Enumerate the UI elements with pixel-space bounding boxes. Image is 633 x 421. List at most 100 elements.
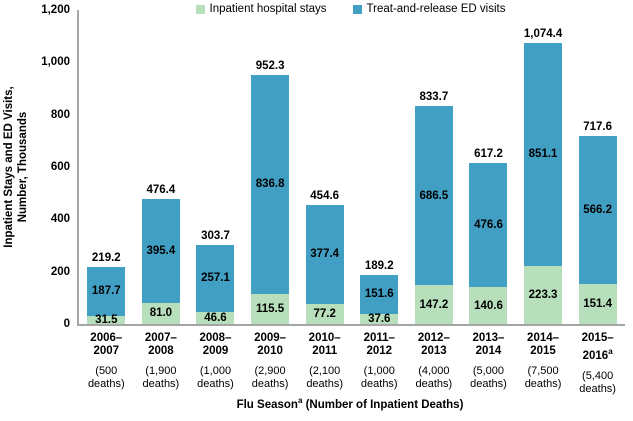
season-label: 2015– 2016a: [581, 332, 614, 362]
legend-label: Treat-and-release ED visits: [366, 3, 506, 15]
bar-segment-ed-visits: 395.4: [141, 199, 180, 303]
bar-segment-value: 147.2: [419, 298, 449, 311]
season-label: 2013– 2014: [472, 332, 505, 357]
y-tick-label: 1,200: [41, 4, 70, 16]
deaths-label: (2,900 deaths): [251, 365, 289, 390]
season-label: 2010– 2011: [308, 332, 341, 357]
deaths-label: (500 deaths): [87, 365, 125, 390]
bar-total-value: 454.6: [310, 190, 340, 203]
y-tick-label: 200: [50, 265, 70, 278]
x-category-label: 2012– 2013 (4,000 deaths): [407, 332, 462, 396]
bar-segment-value: 476.6: [474, 218, 503, 231]
bar-segment-value: 115.5: [256, 302, 285, 315]
bar-segment-value: 151.4: [583, 298, 613, 311]
bar-segment-value: 187.7: [91, 285, 121, 298]
legend-item: Treat-and-release ED visits: [352, 3, 506, 15]
bar-group: 219.2 187.7 31.5: [79, 251, 134, 326]
bar-segment-ed-visits: 686.5: [414, 105, 453, 286]
bar-segment-value: 46.6: [204, 311, 227, 324]
season-label: 2007– 2008: [144, 332, 177, 357]
bar-total-value: 219.2: [91, 251, 121, 264]
bar-total-value: 717.6: [583, 121, 613, 134]
stacked-bar: 717.6 566.2 151.4: [578, 121, 617, 324]
x-category-label: 2011– 2012 (1,000 deaths): [352, 332, 407, 396]
bar-group: 833.7 686.5 147.2: [407, 91, 462, 324]
legend-item: Inpatient hospital stays: [195, 3, 327, 15]
bar-total-value: 617.2: [474, 147, 503, 160]
bar-segment-value: 851.1: [528, 148, 558, 161]
x-category-label: 2010– 2011 (2,100 deaths): [297, 332, 352, 396]
bar-segment-value: 37.6: [368, 313, 391, 326]
season-label: 2009– 2010: [254, 332, 287, 357]
x-axis-labels: 2006– 2007 (500 deaths) 2007– 2008 (1,900 death…: [79, 332, 625, 396]
stacked-bar: 454.6 377.4 77.2: [305, 190, 344, 324]
season-superscript: a: [608, 347, 613, 356]
bar-segment-value: 81.0: [149, 307, 173, 320]
bar-segment-ed-visits: 377.4: [305, 205, 344, 304]
x-axis-title-superscript: a: [297, 396, 303, 405]
x-category-label: 2015– 2016a (5,400 deaths): [570, 332, 625, 396]
bar-segment-value: 31.5: [95, 313, 118, 326]
y-tick-label: 800: [50, 108, 70, 121]
stacked-bar: 476.4 395.4 81.0: [141, 184, 180, 324]
bar-total-value: 189.2: [364, 259, 394, 272]
bars-container: 219.2 187.7 31.5 476.4 395.4 81.0 303.7 257.1 46…: [79, 10, 625, 326]
bar-segment-inpatient: 115.5: [251, 293, 290, 324]
y-tick-label: 0: [63, 318, 70, 330]
x-axis-title-rest: (Number of Inpatient Deaths): [302, 398, 464, 411]
bar-total-value: 1,074.4: [523, 27, 563, 40]
bar-group: 303.7 257.1 46.6: [188, 230, 243, 324]
bar-segment-ed-visits: 151.6: [360, 274, 399, 315]
y-tick-label: 600: [50, 161, 70, 173]
stacked-bar: 1,074.4 851.1 223.3: [524, 28, 562, 324]
y-tick-label: 400: [50, 213, 70, 226]
season-label: 2012– 2013: [417, 332, 450, 357]
bar-segment-ed-visits: 187.7: [87, 266, 126, 316]
x-category-label: 2014– 2015 (7,500 deaths): [516, 332, 571, 396]
plot-area: 219.2 187.7 31.5 476.4 395.4 81.0 303.7 257.1 46…: [41, 4, 625, 330]
x-category-label: 2008– 2009 (1,000 deaths): [188, 332, 243, 396]
bar-segment-inpatient: 223.3: [524, 265, 563, 324]
deaths-label: (7,500 deaths): [524, 365, 562, 390]
stacked-bar: 617.2 476.6 140.6: [469, 147, 508, 324]
bar-segment-value: 377.4: [310, 248, 340, 261]
deaths-label: (5,400 deaths): [579, 369, 616, 395]
x-axis-title: Flu Seasona (Number of Inpatient Deaths): [77, 396, 623, 411]
bar-segment-inpatient: 77.2: [305, 303, 344, 324]
bar-total-value: 952.3: [255, 59, 285, 72]
chart-legend: Inpatient hospital stays Treat-and-releas…: [77, 3, 624, 15]
x-category-label: 2013– 2014 (5,000 deaths): [461, 332, 516, 396]
bar-group: 189.2 151.6 37.6: [352, 259, 407, 326]
bar-segment-inpatient: 140.6: [469, 287, 508, 324]
bar-segment-inpatient: 151.4: [578, 284, 617, 324]
stacked-bar: 303.7 257.1 46.6: [196, 229, 235, 324]
season-label: 2014– 2015: [527, 332, 560, 357]
bar-segment-inpatient: 31.5: [87, 313, 126, 326]
bar-segment-value: 395.4: [146, 245, 176, 258]
stacked-bar: 189.2 151.6 37.6: [360, 259, 399, 326]
deaths-label: (2,100 deaths): [306, 365, 344, 390]
bar-segment-value: 257.1: [201, 272, 230, 285]
bar-total-value: 476.4: [146, 184, 176, 197]
stacked-bar: 833.7 686.5 147.2: [414, 91, 453, 324]
x-category-label: 2007– 2008 (1,900 deaths): [134, 332, 189, 396]
bar-segment-value: 77.2: [313, 307, 336, 320]
bar-segment-value: 686.5: [419, 189, 449, 202]
bar-total-value: 303.7: [201, 229, 230, 242]
bar-group: 1,074.4 851.1 223.3: [516, 28, 571, 324]
bar-segment-ed-visits: 257.1: [196, 244, 235, 312]
y-tick-label: 1,000: [41, 56, 70, 69]
x-category-label: 2009– 2010 (2,900 deaths): [243, 332, 298, 396]
bar-segment-ed-visits: 566.2: [578, 136, 617, 285]
legend-label: Inpatient hospital stays: [209, 3, 327, 15]
stacked-bar: 219.2 187.7 31.5: [87, 251, 126, 326]
bar-segment-inpatient: 46.6: [196, 311, 235, 324]
x-axis-title-text: Flu Season: [236, 398, 298, 411]
bar-segment-value: 151.6: [364, 288, 394, 301]
bar-segment-value: 836.8: [255, 178, 285, 191]
bar-segment-ed-visits: 836.8: [251, 74, 290, 294]
bar-group: 617.2 476.6 140.6: [461, 148, 516, 324]
deaths-label: (1,000 deaths): [197, 365, 234, 390]
bar-segment-ed-visits: 476.6: [469, 162, 508, 288]
